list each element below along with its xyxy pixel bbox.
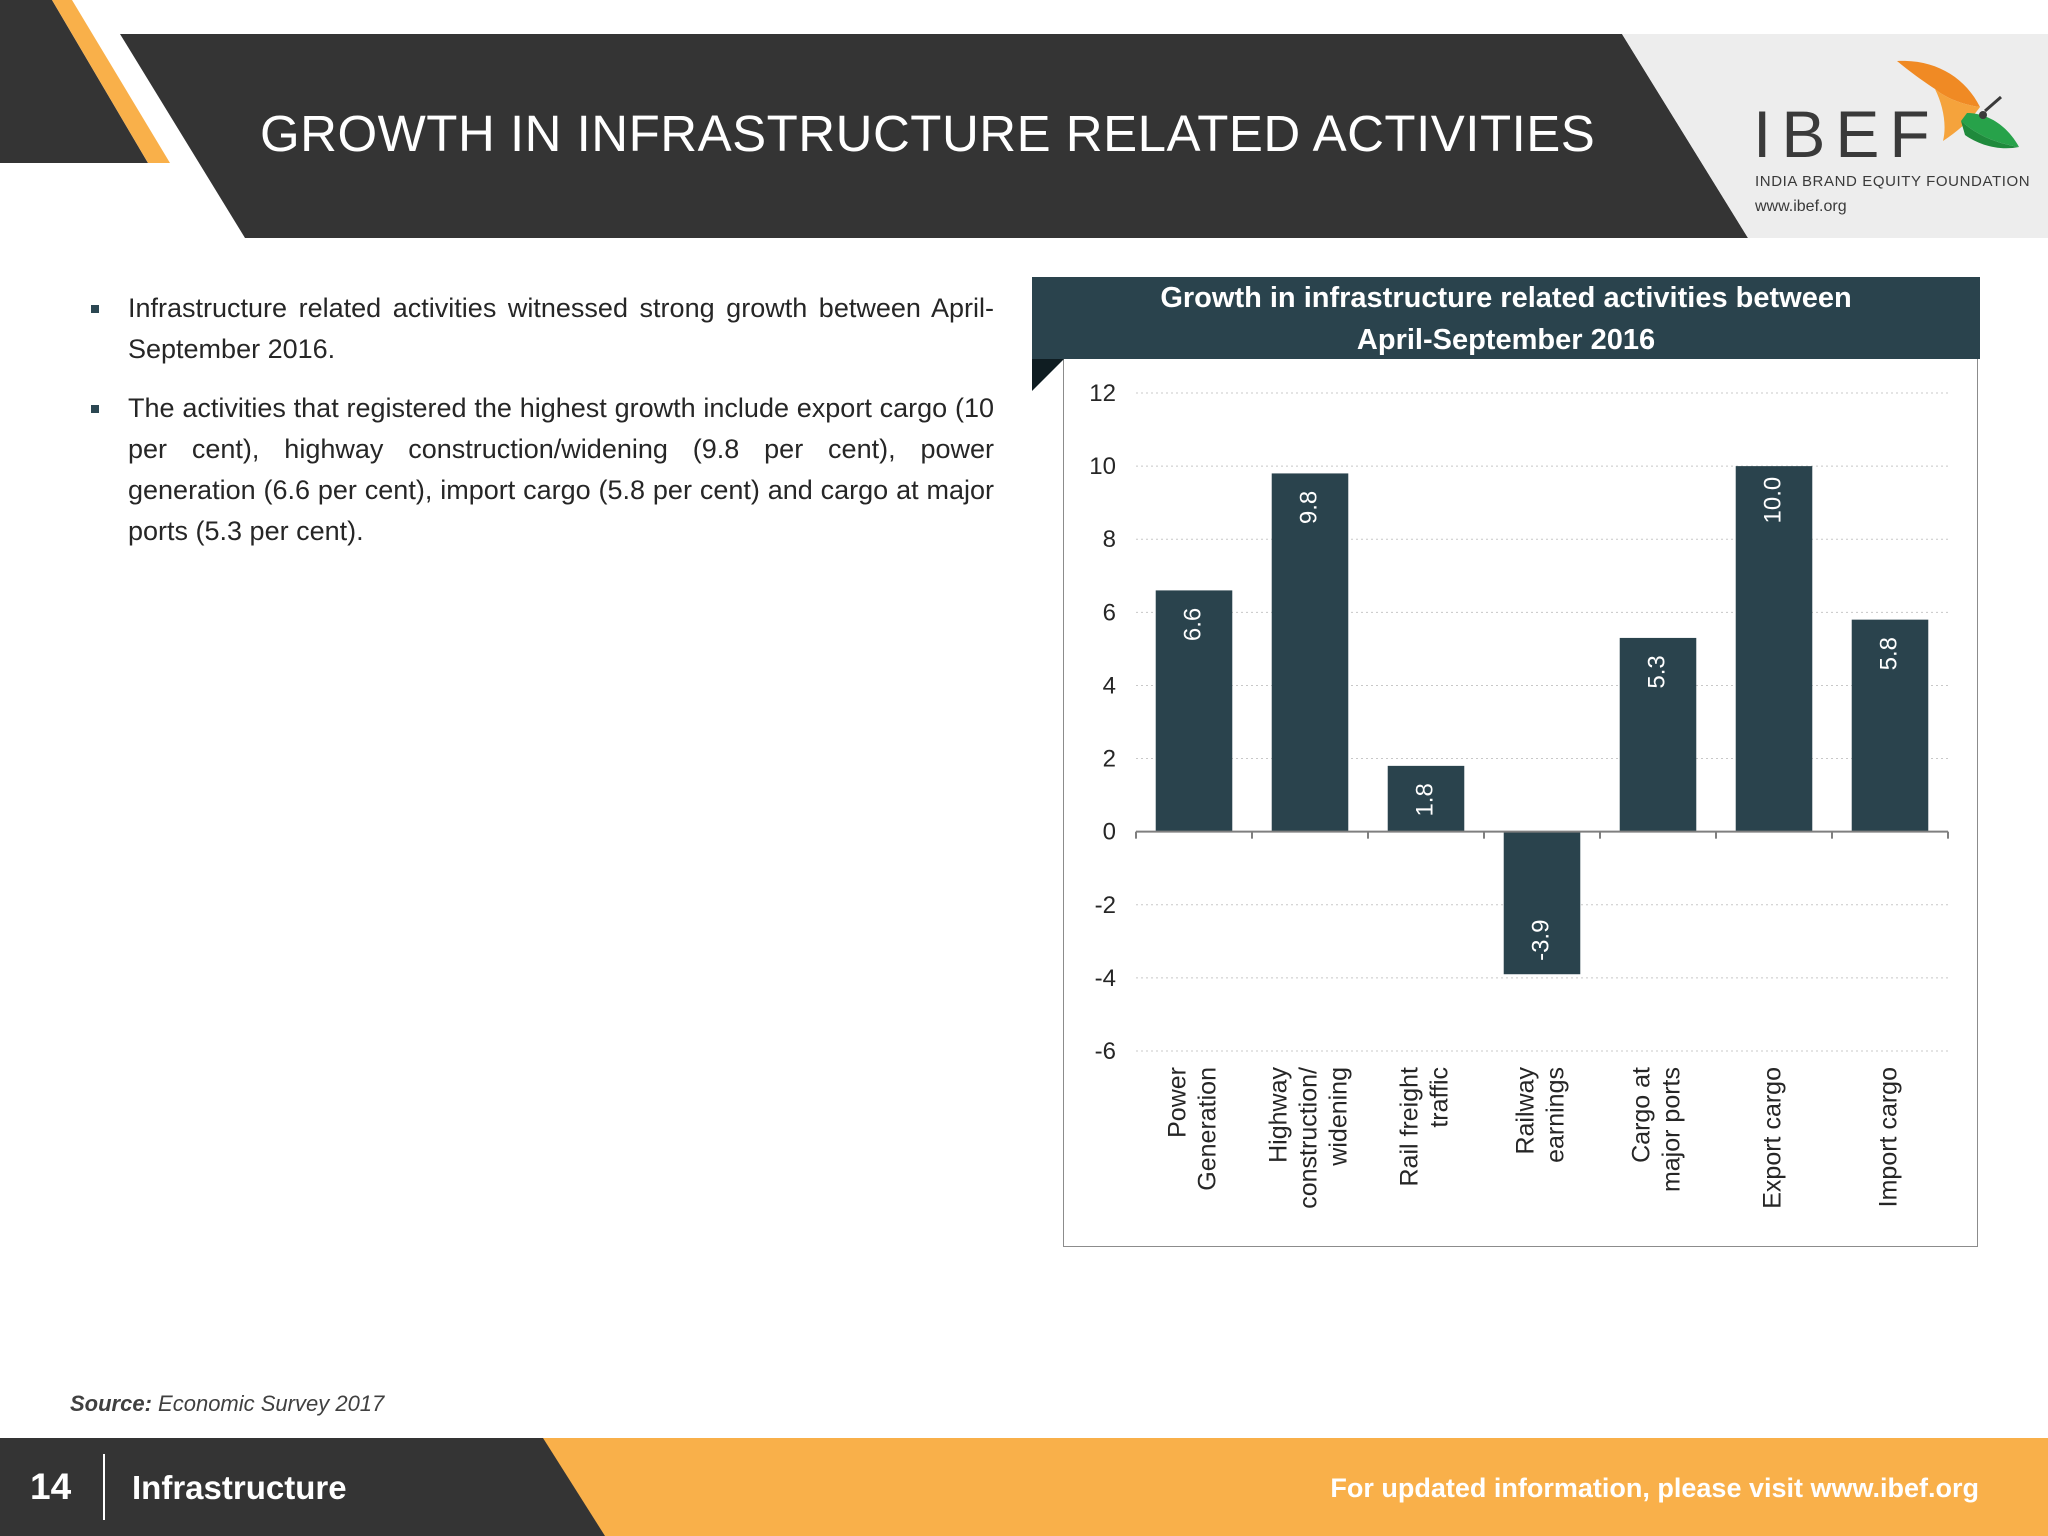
logo-url: www.ibef.org [1755, 198, 1847, 215]
x-category-label: construction/ [1295, 1067, 1323, 1209]
header-orange-stripe [52, 0, 170, 163]
y-tick-label: -6 [1095, 1038, 1116, 1065]
bullet-list: Infrastructure related activities witnes… [86, 288, 994, 570]
logo-wordmark: IBEF [1753, 97, 1940, 171]
x-category-label: Power [1164, 1067, 1192, 1138]
chart-title-band [1032, 277, 1980, 359]
bullet-square-icon [91, 305, 99, 313]
data-label: 5.3 [1643, 655, 1670, 688]
footer-dark-shape [0, 1438, 605, 1536]
data-label: 10.0 [1759, 477, 1786, 524]
y-tick-label: 0 [1103, 819, 1116, 846]
bullet-square-icon [91, 405, 99, 413]
y-tick-label: 12 [1089, 380, 1116, 407]
chart-title-line: Growth in infrastructure related activit… [1160, 282, 1852, 314]
x-category-label: widening [1325, 1067, 1353, 1167]
data-label: 9.8 [1295, 491, 1322, 524]
bar [1387, 765, 1465, 832]
bullet-text: Infrastructure related activities witnes… [128, 293, 994, 364]
bar [1155, 590, 1233, 832]
chart-title-line: April-September 2016 [1356, 324, 1656, 356]
y-tick-label: -2 [1095, 892, 1116, 919]
x-category-label: Rail freight [1396, 1067, 1424, 1187]
x-category-label: traffic [1426, 1067, 1454, 1128]
footer-divider [103, 1454, 105, 1520]
x-category-label: earnings [1542, 1067, 1570, 1163]
data-label: 6.6 [1179, 608, 1206, 641]
bar [1619, 637, 1697, 832]
data-label: 5.8 [1875, 637, 1902, 670]
y-tick-label: 2 [1103, 746, 1116, 773]
logo-subtitle: INDIA BRAND EQUITY FOUNDATION [1755, 173, 2031, 190]
header-band [0, 0, 2048, 238]
y-tick-label: 4 [1103, 672, 1116, 699]
header-title-band [120, 34, 1748, 238]
footer-website-link[interactable]: For updated information, please visit ww… [1330, 1473, 1979, 1503]
x-category-label: Cargo at [1628, 1067, 1656, 1163]
x-category-label: Highway [1265, 1067, 1293, 1163]
bullet-item: Infrastructure related activities witnes… [86, 288, 994, 370]
y-tick-label: 10 [1089, 453, 1116, 480]
footer-section-name: Infrastructure [132, 1469, 347, 1506]
bar [1735, 466, 1813, 832]
x-category-label: Export cargo [1759, 1067, 1787, 1209]
bird-logo-icon [1897, 60, 2019, 149]
header-left-dark-shape [0, 0, 148, 163]
bar [1851, 619, 1929, 832]
bar [1503, 831, 1581, 975]
x-category-label: Import cargo [1875, 1067, 1903, 1207]
bullet-item: The activities that registered the highe… [86, 388, 994, 552]
bullet-text: The activities that registered the highe… [128, 393, 994, 546]
bar [1271, 473, 1349, 832]
page-number: 14 [30, 1466, 72, 1507]
page-title: GROWTH IN INFRASTRUCTURE RELATED ACTIVIT… [260, 105, 1596, 162]
chart-title: Growth in infrastructure related activit… [1032, 277, 1980, 359]
y-tick-label: -4 [1095, 965, 1116, 992]
data-label: -3.9 [1527, 920, 1554, 961]
x-category-label: major ports [1658, 1067, 1686, 1192]
source-note: Source: Economic Survey 2017 [70, 1391, 384, 1417]
source-text: Economic Survey 2017 [158, 1391, 385, 1416]
bar-chart: 12 10 8 6 4 2 0 -2 -4 -6 6.6 9.8 1.8 -3.9 5.3 10.0 5.8 Po… [1089, 380, 1949, 1209]
footer-band [0, 1438, 2048, 1536]
x-category-label: Railway [1512, 1067, 1540, 1155]
source-label: Source: [70, 1391, 152, 1416]
x-category-label: Generation [1194, 1067, 1222, 1191]
y-tick-label: 8 [1103, 526, 1116, 553]
y-tick-label: 6 [1103, 599, 1116, 626]
data-label: 1.8 [1411, 783, 1438, 816]
